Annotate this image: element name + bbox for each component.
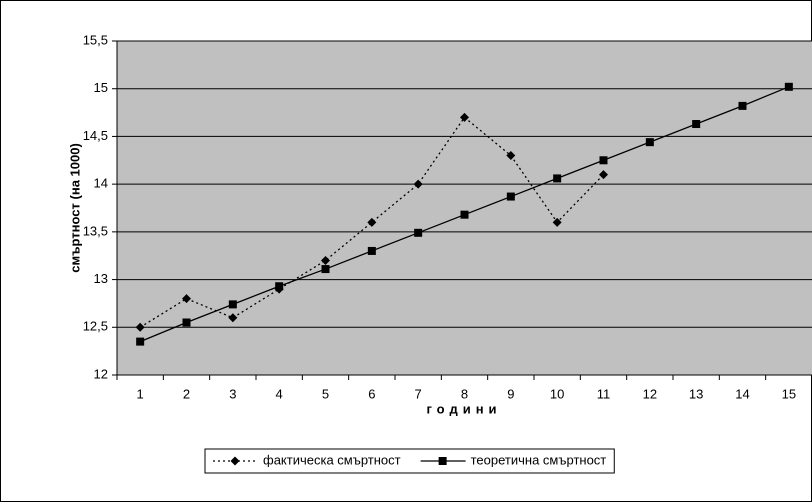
marker-square: [367, 246, 376, 255]
marker-square: [321, 265, 330, 274]
marker-diamond: [228, 313, 238, 323]
y-tick-label: 12: [94, 366, 108, 381]
x-axis-title: години: [426, 401, 501, 416]
marker-diamond: [182, 294, 191, 304]
marker-square: [553, 174, 562, 183]
y-tick-label: 13,5: [83, 223, 108, 238]
y-tick-label: 13: [94, 271, 108, 286]
marker-diamond: [367, 217, 377, 227]
y-tick-label: 14: [94, 176, 108, 191]
marker-square: [228, 300, 237, 309]
legend-label: фактическа смъртност: [263, 452, 401, 467]
x-tick-label: 10: [550, 386, 564, 401]
marker-diamond: [460, 112, 469, 122]
marker-diamond: [599, 170, 608, 180]
x-tick-label: 12: [643, 386, 657, 401]
marker-diamond: [506, 151, 516, 161]
x-tick-label: 11: [597, 386, 611, 401]
y-axis-title: смъртност (на 1000): [67, 143, 82, 273]
marker-square: [784, 82, 793, 91]
marker-diamond: [135, 322, 145, 332]
marker-square: [136, 337, 145, 346]
x-tick-label: 3: [229, 386, 236, 401]
series-line: [139, 116, 604, 328]
marker-diamond: [413, 179, 423, 189]
marker-square: [182, 318, 191, 327]
y-tick-label: 14,5: [83, 128, 108, 143]
marker-square: [599, 156, 608, 165]
x-tick-label: 5: [322, 386, 329, 401]
marker-square: [506, 192, 515, 201]
marker-diamond: [321, 255, 330, 265]
x-tick-label: 2: [183, 386, 190, 401]
x-tick-label: 15: [782, 386, 796, 401]
y-tick-label: 15,5: [83, 32, 108, 47]
x-tick-label: 6: [368, 386, 375, 401]
x-tick-label: 8: [461, 386, 468, 401]
x-tick-label: 13: [689, 386, 703, 401]
x-tick-label: 4: [276, 386, 283, 401]
marker-square: [414, 228, 423, 237]
marker-square: [645, 138, 654, 147]
legend-box: [204, 448, 615, 474]
y-tick-label: 15: [94, 80, 108, 95]
marker-diamond: [230, 456, 240, 466]
marker-square: [275, 282, 284, 291]
legend-label: теоретична смъртност: [471, 452, 607, 467]
marker-diamond: [552, 217, 562, 227]
marker-square: [438, 457, 447, 465]
marker-square: [738, 101, 747, 110]
x-tick-label: 9: [507, 386, 514, 401]
marker-square: [460, 210, 469, 219]
plot-area: [117, 41, 812, 375]
y-tick-label: 12,5: [83, 319, 108, 334]
x-tick-label: 1: [137, 386, 144, 401]
x-tick-label: 14: [735, 386, 749, 401]
x-tick-label: 7: [415, 386, 422, 401]
marker-square: [692, 120, 701, 129]
legend: фактическа смъртност теоретична смъртност: [204, 448, 615, 474]
